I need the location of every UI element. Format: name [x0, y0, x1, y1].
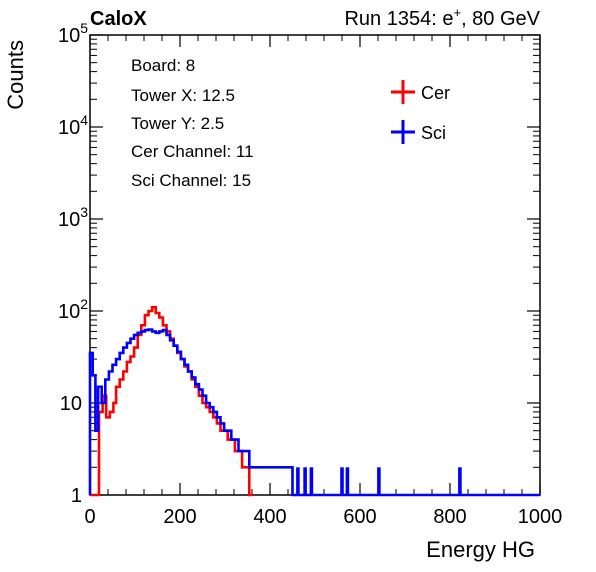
- header-left-label: CaloX: [90, 8, 147, 30]
- y-tick-label: 105: [58, 20, 88, 47]
- info-cer-channel: Cer Channel: 11: [131, 142, 254, 161]
- run-info-label: Run 1354: e+, 80 GeV: [344, 5, 540, 30]
- y-tick-label: 1: [71, 485, 82, 507]
- info-tower-x: Tower X: 12.5: [131, 86, 235, 105]
- legend: Cer Sci: [391, 80, 450, 144]
- legend-label-sci: Sci: [421, 123, 446, 143]
- y-axis-title: Counts: [3, 40, 28, 110]
- y-tick-label: 102: [58, 296, 88, 323]
- x-tick-label: 1000: [518, 506, 563, 528]
- y-tick-label: 104: [58, 112, 88, 139]
- outlier-bin-sci: [309, 467, 314, 495]
- y-tick-label: 103: [58, 204, 88, 231]
- info-board: Board: 8: [131, 56, 195, 75]
- x-tick-label: 0: [84, 506, 95, 528]
- series-line-cer: [90, 305, 253, 497]
- run-prefix: Run 1354: e: [344, 8, 453, 30]
- y-tick-label: 10: [60, 393, 82, 415]
- legend-marker-sci: [391, 120, 415, 144]
- x-tick-label: 800: [433, 506, 466, 528]
- outlier-bin-sci: [296, 467, 300, 495]
- x-axis-title: Energy HG: [426, 537, 535, 562]
- info-tower-y: Tower Y: 2.5: [131, 114, 224, 133]
- x-tick-label: 200: [163, 506, 196, 528]
- run-suffix: , 80 GeV: [461, 8, 541, 30]
- outlier-bin-sci: [303, 467, 307, 495]
- legend-marker-cer: [391, 80, 415, 104]
- legend-label-cer: Cer: [421, 83, 450, 103]
- info-sci-channel: Sci Channel: 15: [131, 171, 251, 190]
- series-layer: [88, 305, 540, 497]
- outlier-bin-sci: [340, 467, 344, 495]
- outlier-bin-sci: [345, 467, 350, 495]
- run-superscript: +: [453, 5, 461, 20]
- series-line-sci: [88, 328, 297, 497]
- x-tick-label: 600: [343, 506, 376, 528]
- info-box: Board: 8 Tower X: 12.5 Tower Y: 2.5 Cer …: [131, 56, 254, 190]
- axis-ticks: 0 200 400 600 800 1000 1 10 102 103 104 105: [58, 20, 562, 528]
- x-tick-label: 400: [253, 506, 286, 528]
- outlier-bin-sci: [458, 467, 462, 495]
- outlier-bin-sci: [377, 467, 381, 495]
